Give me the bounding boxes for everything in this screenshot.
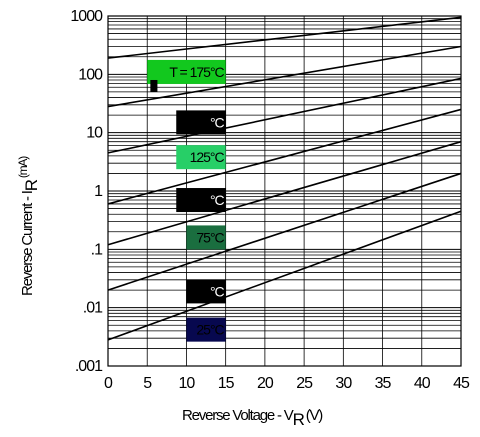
- series-line: [107, 210, 462, 341]
- y-tick-label: 100: [78, 66, 103, 83]
- y-axis-label-unit: (mA): [16, 156, 30, 178]
- x-tick-label: 25: [296, 375, 313, 392]
- grid: [108, 16, 461, 366]
- x-tick-label: 30: [335, 375, 352, 392]
- temperature-label-text: °C: [210, 192, 225, 208]
- temperature-label-box: [186, 317, 226, 342]
- x-tick-label: 10: [179, 375, 196, 392]
- temperature-label-text: 25°C: [196, 322, 224, 338]
- series-line: [107, 108, 462, 205]
- label-marker: [150, 79, 158, 92]
- y-tick-label: .001: [75, 358, 103, 375]
- series-line: [107, 77, 462, 154]
- temperature-label-box: [176, 188, 226, 213]
- series-line: [107, 140, 462, 246]
- x-axis-label-main: Reverse Voltage - V: [182, 407, 294, 424]
- temperature-labels: T = 175°C °C 125°C °C 75°C °C 25°C: [147, 59, 226, 342]
- y-tick-labels: .001 .01 .1 1 10 100 1000: [70, 8, 104, 375]
- y-tick-label: .01: [83, 300, 103, 317]
- series-line: [107, 45, 462, 108]
- x-axis-label-unit: (V): [306, 407, 324, 424]
- temperature-label-text: T = 175°C: [169, 64, 224, 80]
- x-tick-label: 20: [257, 375, 274, 392]
- y-axis-label: Reverse Current - IR(mA): [16, 156, 41, 296]
- y-axis-label-sub: R: [22, 179, 41, 191]
- temperature-label-box: [186, 225, 226, 250]
- x-tick-label: 0: [104, 375, 113, 392]
- y-tick-label: 1000: [70, 8, 103, 25]
- y-axis-label-main: Reverse Current - I: [19, 191, 36, 296]
- y-tick-label: 10: [86, 125, 103, 142]
- temperature-label-text: 125°C: [190, 149, 225, 165]
- x-tick-label: 35: [375, 375, 392, 392]
- temperature-label-text: 75°C: [196, 229, 224, 245]
- temperature-label-text: °C: [210, 114, 225, 130]
- series-line: [107, 172, 462, 291]
- temperature-label-box: [176, 145, 226, 170]
- x-axis-label-sub: R: [293, 410, 305, 429]
- x-tick-labels: 0 5 10 15 20 25 30 35 40 45: [104, 375, 471, 392]
- y-tick-label: .1: [91, 241, 103, 258]
- x-tick-label: 45: [453, 375, 470, 392]
- series-lines: [107, 16, 462, 341]
- x-tick-label: 40: [414, 375, 431, 392]
- temperature-label-box: [147, 59, 226, 84]
- plot-border: [107, 15, 462, 367]
- x-axis-label: Reverse Voltage - VR (V): [182, 407, 323, 429]
- x-tick-label: 15: [218, 375, 235, 392]
- series-line: [107, 16, 462, 59]
- y-tick-label: 1: [94, 183, 103, 200]
- temperature-label-text: °C: [210, 283, 225, 299]
- x-tick-label: 5: [143, 375, 152, 392]
